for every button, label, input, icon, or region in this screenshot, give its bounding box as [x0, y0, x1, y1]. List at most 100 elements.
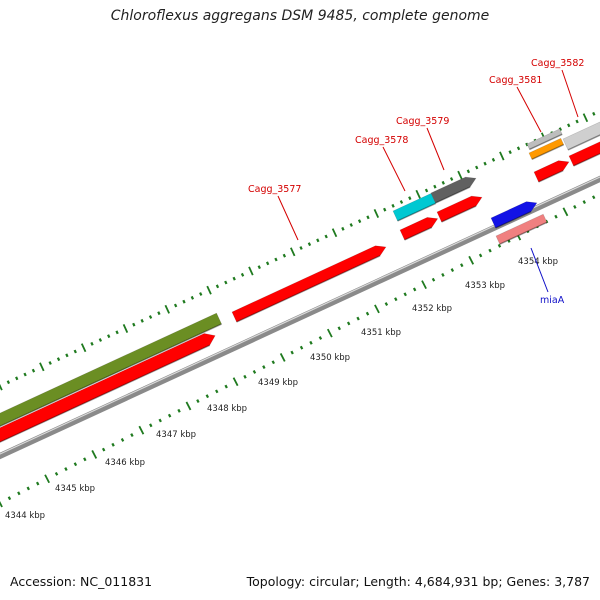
inner-tick-mark	[101, 447, 106, 452]
outer-tick-mark	[199, 292, 203, 296]
outer-tick-mark	[575, 119, 579, 124]
inner-tick-mark	[262, 365, 266, 370]
inner-tick-mark	[337, 326, 341, 331]
outer-tick-mark	[274, 257, 278, 262]
inner-tick-mark	[299, 345, 304, 350]
inner-tick-mark	[309, 340, 313, 345]
outer-tick-mark	[290, 247, 296, 257]
inner-tick-mark	[196, 399, 200, 404]
pink-feature	[495, 213, 548, 245]
dark-gray-feature-shade	[435, 186, 471, 204]
outer-tick-mark	[491, 157, 496, 162]
inner-tick-mark	[346, 321, 351, 326]
cds-arrow-cagg-3581	[533, 160, 570, 183]
mia-blue-feature-shade	[495, 210, 532, 229]
kbp-label: 4349 kbp	[258, 378, 298, 388]
inner-tick-mark	[44, 474, 50, 484]
outer-tick-mark	[324, 234, 328, 239]
inner-tick-mark	[252, 370, 257, 374]
inner-tick-mark	[412, 287, 417, 292]
outer-tick-mark	[331, 228, 338, 238]
kbp-label: 4347 kbp	[156, 430, 196, 440]
outer-tick-mark	[441, 180, 445, 185]
outer-tick-mark	[48, 361, 52, 365]
outer-tick-mark	[73, 349, 77, 354]
kbp-label: 4350 kbp	[310, 353, 350, 363]
outer-tick-mark	[457, 170, 463, 180]
mia-blue-feature	[490, 201, 538, 229]
outer-tick-mark	[248, 266, 254, 276]
cds-arrow-cagg-3577-shade	[236, 255, 381, 323]
inner-tick-mark	[562, 207, 569, 217]
outer-tick-mark	[582, 113, 589, 123]
inner-tick-mark	[73, 462, 78, 467]
inner-tick-mark	[403, 292, 407, 297]
inner-tick-mark	[497, 243, 502, 248]
outer-tick-mark	[182, 299, 186, 304]
inner-tick-mark	[185, 401, 192, 411]
outer-tick-mark	[107, 334, 111, 339]
inner-tick-mark	[243, 374, 247, 379]
inner-tick-mark	[554, 214, 558, 219]
gene-leader-line	[426, 127, 445, 171]
outer-tick-mark	[132, 322, 136, 327]
inner-tick-mark	[271, 360, 275, 365]
cds-arrow-cagg-3579	[436, 195, 483, 223]
outer-tick-mark	[90, 341, 94, 346]
outer-tick-mark	[399, 200, 404, 204]
inner-tick-mark	[138, 425, 145, 435]
inner-tick-mark	[215, 389, 219, 394]
outer-tick-mark	[157, 311, 161, 316]
gene-leader-line	[382, 146, 406, 192]
inner-tick-mark	[365, 311, 370, 316]
inner-tick-mark	[573, 205, 577, 209]
outer-tick-mark	[433, 184, 437, 189]
gene-leader-line	[530, 247, 549, 293]
outer-tick-mark	[122, 324, 129, 333]
gray-small-feature-shade	[529, 133, 563, 151]
inner-tick-mark	[290, 350, 294, 355]
gene-label: Cagg_3577	[248, 184, 301, 195]
outer-tick-mark	[0, 383, 3, 391]
inner-tick-mark	[326, 328, 333, 338]
outer-tick-mark	[98, 338, 103, 342]
inner-tick-mark	[460, 263, 464, 268]
inner-tick-mark	[374, 304, 380, 314]
outer-tick-mark	[282, 253, 287, 258]
inner-tick-mark	[83, 457, 87, 462]
cds-arrow-cagg-3582	[568, 141, 600, 167]
inner-tick-mark	[224, 384, 228, 389]
inner-tick-mark	[91, 450, 98, 459]
outer-tick-mark	[215, 284, 220, 289]
cyan-feature	[392, 192, 437, 222]
cds-arrow-cagg-3581-shade	[538, 169, 564, 183]
cds-arrow-cagg-3577	[231, 245, 387, 323]
inner-tick-mark	[64, 467, 68, 471]
gray-small-feature	[526, 128, 563, 150]
kbp-label: 4353 kbp	[465, 281, 505, 291]
kbp-label: 4346 kbp	[105, 458, 145, 468]
genome-stats-label: Topology: circular; Length: 4,684,931 bp…	[246, 574, 590, 589]
outer-tick-mark	[190, 295, 195, 300]
outer-tick-mark	[173, 303, 178, 308]
outer-tick-mark	[357, 219, 362, 224]
gene-label: Cagg_3578	[355, 135, 408, 146]
outer-tick-mark	[115, 330, 119, 335]
outer-tick-mark	[31, 368, 36, 373]
inner-tick-mark	[468, 255, 475, 265]
outer-tick-mark	[366, 215, 370, 220]
inner-tick-mark	[591, 195, 596, 200]
inner-tick-mark	[205, 394, 210, 399]
orange-feature-shade	[531, 144, 565, 161]
gene-label: miaA	[540, 295, 565, 306]
outer-tick-mark	[567, 123, 571, 128]
gene-label: Cagg_3579	[396, 116, 449, 127]
light-gray-feature-shade	[567, 134, 600, 151]
inner-tick-mark	[318, 336, 323, 340]
outer-tick-mark	[307, 242, 312, 247]
inner-tick-mark	[441, 272, 445, 277]
outer-tick-mark	[499, 151, 505, 161]
inner-tick-mark	[7, 496, 12, 501]
cyan-feature-shade	[397, 202, 437, 222]
